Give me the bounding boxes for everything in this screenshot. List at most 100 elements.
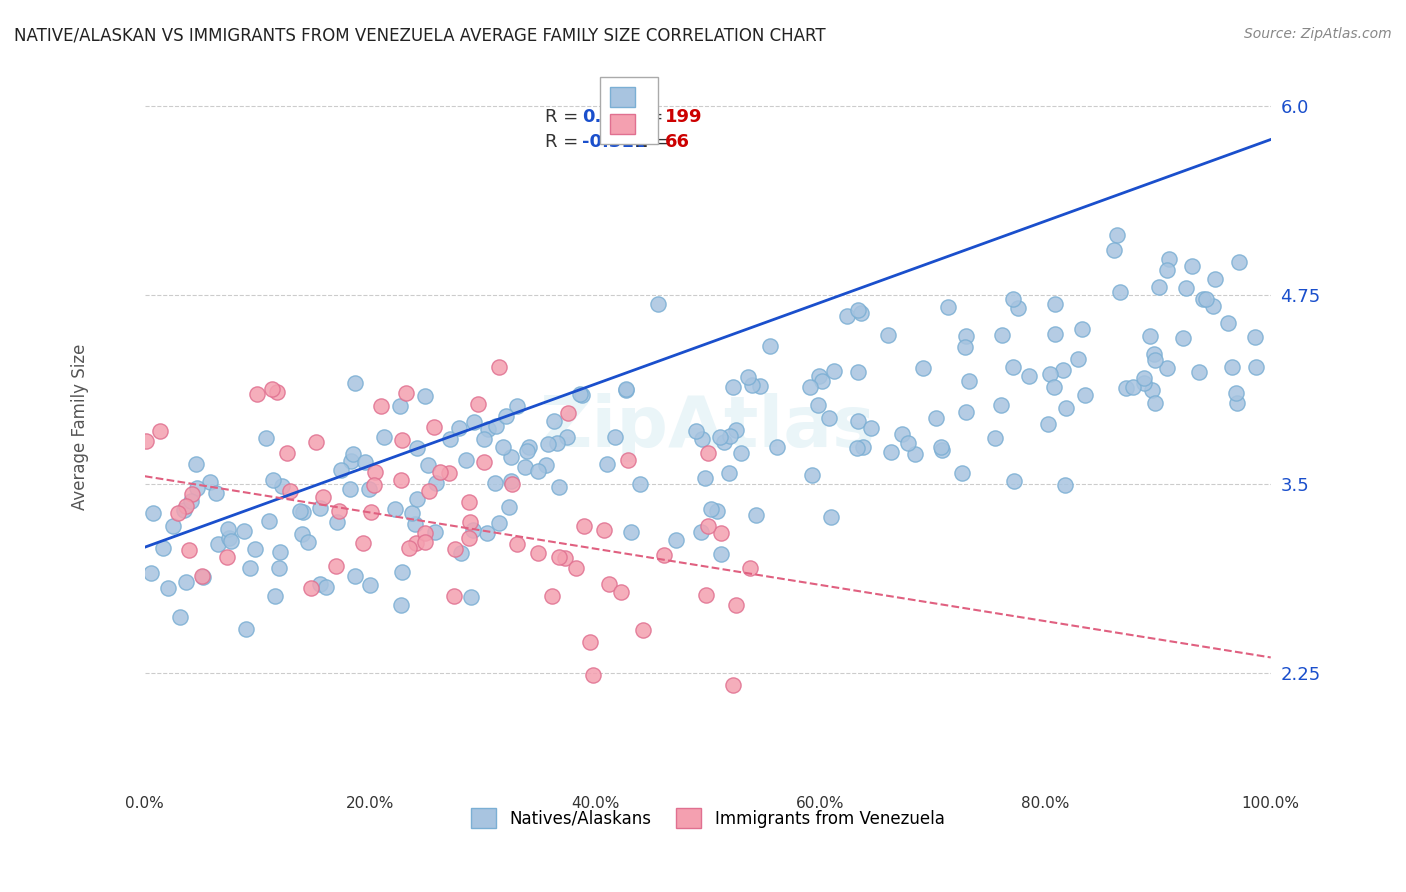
Natives/Alaskans	[527, 464, 550, 478]
Natives/Alaskans	[139, 566, 162, 580]
Natives/Alaskans	[724, 423, 747, 437]
Natives/Alaskans	[1036, 417, 1059, 432]
Natives/Alaskans	[184, 457, 207, 471]
Natives/Alaskans	[548, 479, 571, 493]
Immigrants from Venezuela	[360, 505, 382, 519]
Immigrants from Venezuela	[276, 446, 298, 460]
Natives/Alaskans	[1018, 369, 1040, 384]
Immigrants from Venezuela	[398, 541, 420, 556]
Natives/Alaskans	[180, 493, 202, 508]
Natives/Alaskans	[1074, 388, 1097, 402]
Immigrants from Venezuela	[443, 590, 465, 604]
Natives/Alaskans	[207, 537, 229, 551]
Natives/Alaskans	[498, 500, 520, 514]
Immigrants from Venezuela	[488, 360, 510, 375]
Immigrants from Venezuela	[217, 550, 239, 565]
Natives/Alaskans	[152, 541, 174, 556]
Natives/Alaskans	[1139, 329, 1161, 343]
Immigrants from Venezuela	[437, 467, 460, 481]
Immigrants from Venezuela	[458, 515, 481, 529]
Natives/Alaskans	[614, 382, 637, 396]
Natives/Alaskans	[1143, 347, 1166, 361]
Immigrants from Venezuela	[363, 477, 385, 491]
Immigrants from Venezuela	[305, 434, 328, 449]
Natives/Alaskans	[418, 458, 440, 473]
Natives/Alaskans	[1039, 367, 1062, 381]
Natives/Alaskans	[488, 516, 510, 530]
Immigrants from Venezuela	[548, 549, 571, 564]
Natives/Alaskans	[1054, 401, 1077, 415]
Immigrants from Venezuela	[370, 399, 392, 413]
Natives/Alaskans	[603, 430, 626, 444]
Natives/Alaskans	[723, 380, 745, 394]
Natives/Alaskans	[339, 482, 361, 496]
Natives/Alaskans	[730, 446, 752, 460]
Immigrants from Venezuela	[474, 455, 496, 469]
Natives/Alaskans	[536, 458, 558, 472]
Natives/Alaskans	[835, 309, 858, 323]
Natives/Alaskans	[517, 440, 540, 454]
Natives/Alaskans	[191, 570, 214, 584]
Immigrants from Venezuela	[389, 473, 412, 487]
Natives/Alaskans	[1132, 371, 1154, 385]
Text: 0.768: 0.768	[582, 108, 638, 127]
Immigrants from Venezuela	[572, 518, 595, 533]
Natives/Alaskans	[665, 533, 688, 547]
Natives/Alaskans	[415, 389, 437, 403]
Natives/Alaskans	[759, 339, 782, 353]
Natives/Alaskans	[218, 531, 240, 545]
Natives/Alaskans	[1143, 396, 1166, 410]
Natives/Alaskans	[925, 411, 948, 425]
Natives/Alaskans	[846, 414, 869, 428]
Immigrants from Venezuela	[391, 433, 413, 447]
Natives/Alaskans	[1204, 272, 1226, 286]
Natives/Alaskans	[1053, 478, 1076, 492]
Natives/Alaskans	[713, 434, 735, 449]
Natives/Alaskans	[706, 504, 728, 518]
Immigrants from Venezuela	[280, 483, 302, 498]
Natives/Alaskans	[741, 378, 763, 392]
Natives/Alaskans	[717, 466, 740, 480]
Natives/Alaskans	[142, 506, 165, 520]
Natives/Alaskans	[326, 515, 349, 529]
Immigrants from Venezuela	[652, 548, 675, 562]
Text: 199: 199	[665, 108, 703, 127]
Natives/Alaskans	[484, 476, 506, 491]
Immigrants from Venezuela	[554, 550, 576, 565]
Natives/Alaskans	[342, 446, 364, 460]
Natives/Alaskans	[1052, 363, 1074, 377]
Natives/Alaskans	[620, 525, 643, 540]
Natives/Alaskans	[495, 409, 517, 424]
Natives/Alaskans	[406, 442, 429, 456]
Natives/Alaskans	[820, 509, 842, 524]
Natives/Alaskans	[205, 485, 228, 500]
Natives/Alaskans	[460, 591, 482, 605]
Immigrants from Venezuela	[418, 483, 440, 498]
Natives/Alaskans	[1001, 360, 1024, 375]
Natives/Alaskans	[904, 446, 927, 460]
Natives/Alaskans	[221, 533, 243, 548]
Natives/Alaskans	[1122, 380, 1144, 394]
Natives/Alaskans	[614, 383, 637, 397]
Natives/Alaskans	[555, 430, 578, 444]
Immigrants from Venezuela	[413, 525, 436, 540]
Natives/Alaskans	[718, 429, 741, 443]
Natives/Alaskans	[955, 405, 977, 419]
Natives/Alaskans	[807, 398, 830, 412]
Natives/Alaskans	[297, 535, 319, 549]
Natives/Alaskans	[1067, 352, 1090, 367]
Natives/Alaskans	[991, 327, 1014, 342]
Natives/Alaskans	[454, 452, 477, 467]
Natives/Alaskans	[257, 514, 280, 528]
Natives/Alaskans	[404, 516, 426, 531]
Natives/Alaskans	[571, 388, 593, 402]
Natives/Alaskans	[931, 442, 953, 457]
Natives/Alaskans	[1142, 384, 1164, 398]
Immigrants from Venezuela	[395, 386, 418, 401]
Natives/Alaskans	[984, 432, 1007, 446]
Natives/Alaskans	[897, 435, 920, 450]
Natives/Alaskans	[1143, 352, 1166, 367]
Y-axis label: Average Family Size: Average Family Size	[72, 344, 89, 510]
Natives/Alaskans	[543, 414, 565, 428]
Natives/Alaskans	[373, 429, 395, 443]
